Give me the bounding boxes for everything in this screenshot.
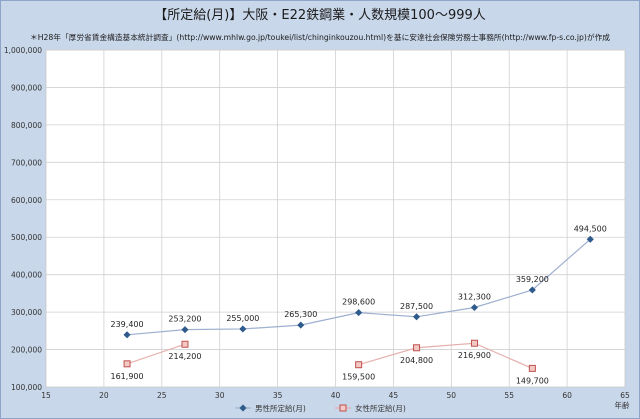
data-label: 239,400 [111, 320, 144, 329]
data-label: 204,800 [400, 356, 433, 365]
legend-entry: 男性所定給(月) [255, 403, 306, 413]
y-tick-label: 100,000 [11, 383, 42, 392]
y-tick-label: 500,000 [11, 233, 42, 242]
data-point [470, 339, 478, 347]
data-point [413, 344, 421, 352]
x-tick-label: 40 [331, 391, 341, 400]
series-diamond [123, 235, 594, 339]
data-label: 161,900 [111, 372, 144, 381]
x-tick-label: 20 [99, 391, 109, 400]
data-label: 159,500 [342, 373, 375, 382]
series-layer [123, 235, 594, 372]
data-point [181, 325, 189, 334]
y-tick-label: 200,000 [11, 346, 42, 355]
data-label: 216,900 [458, 351, 491, 360]
y-tick-label: 800,000 [11, 121, 42, 130]
data-point [528, 286, 537, 294]
x-tick-label: 55 [504, 391, 514, 400]
data-point [239, 404, 247, 412]
y-axis-ticks: 100,000 200,000 300,000 400,000 500,000 600,0… [4, 46, 42, 392]
data-label: 494,500 [574, 224, 607, 233]
legend-entry: 女性所定給(月) [355, 403, 406, 413]
legend: 男性所定給(月) 女性所定給(月) [235, 403, 406, 413]
x-tick-label: 65 [620, 391, 630, 400]
data-point [412, 313, 421, 321]
x-tick-label: 45 [389, 391, 399, 400]
data-label: 253,200 [168, 315, 201, 324]
y-tick-label: 900,000 [11, 83, 42, 92]
data-point [239, 325, 247, 333]
data-label: 265,300 [284, 310, 317, 319]
x-tick-label: 35 [273, 391, 283, 400]
y-tick-label: 1,000,000 [4, 46, 42, 55]
series-line [126, 343, 186, 365]
data-point [181, 340, 189, 348]
chart-title: 【所定給(月)】大阪・E22鉄鋼業・人数規模100～999人 [154, 7, 486, 23]
chart-subtitle: ＊H28年「厚労省賃金構造基本統計調査」(http://www.mhlw.go.… [30, 32, 611, 42]
x-tick-label: 25 [157, 391, 167, 400]
series-line [358, 342, 533, 369]
x-tick-label: 60 [562, 391, 572, 400]
y-tick-label: 700,000 [11, 158, 42, 167]
x-tick-label: 50 [447, 391, 457, 400]
x-axis-label: 年齢 [615, 400, 630, 410]
data-label: 298,600 [342, 298, 375, 307]
series-square [123, 339, 536, 372]
data-point [123, 331, 131, 339]
data-point [355, 361, 363, 369]
data-point [528, 364, 536, 372]
data-label: 255,000 [226, 314, 259, 323]
y-tick-label: 400,000 [11, 271, 42, 280]
x-axis-ticks: 15 20 25 30 35 40 45 50 55 60 65 [41, 391, 630, 400]
data-labels: 239,400 253,200 255,000 265,300 298,600 287,5… [111, 224, 607, 385]
data-point [470, 303, 479, 312]
data-point [586, 235, 594, 243]
y-tick-label: 600,000 [11, 196, 42, 205]
data-label: 149,700 [516, 376, 549, 385]
x-tick-label: 30 [215, 391, 225, 400]
x-tick-label: 15 [41, 391, 51, 400]
data-point [297, 321, 305, 329]
gridlines [46, 49, 625, 387]
data-label: 214,200 [168, 352, 201, 361]
data-label: 287,500 [400, 302, 433, 311]
data-point [123, 360, 131, 368]
data-point [339, 404, 347, 412]
data-point [355, 308, 363, 317]
data-label: 312,300 [458, 293, 491, 302]
data-label: 359,200 [516, 275, 549, 284]
y-tick-label: 300,000 [11, 308, 42, 317]
